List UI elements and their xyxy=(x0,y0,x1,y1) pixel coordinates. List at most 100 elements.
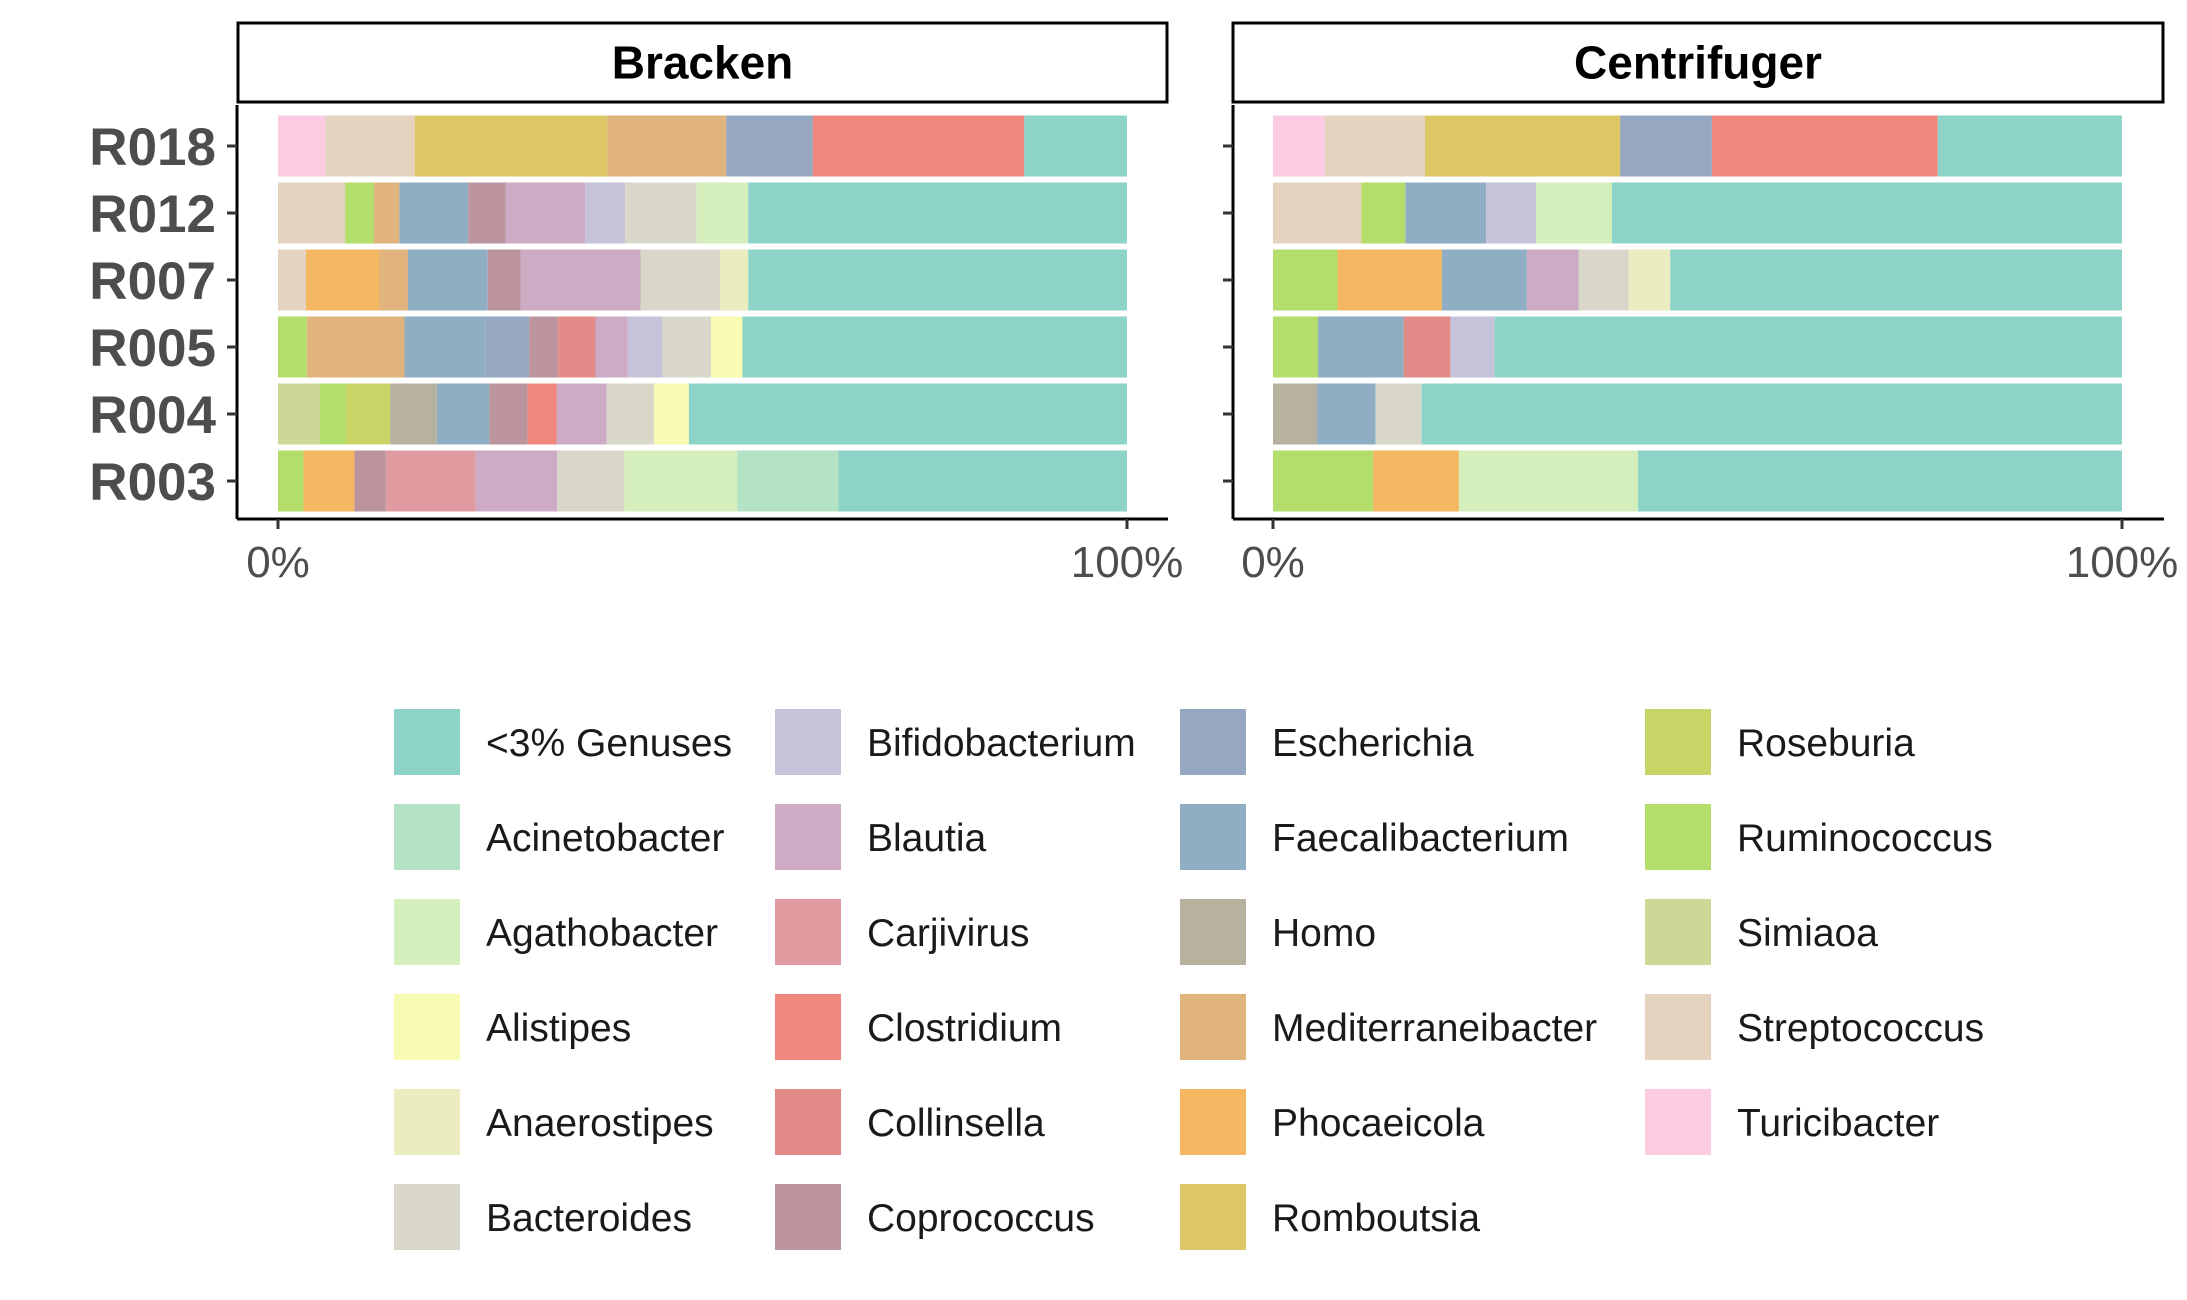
legend-key-romboutsia xyxy=(1180,1184,1246,1250)
bar-segment-centrifuger-r018-turicibacter xyxy=(1273,115,1325,177)
bar-segment-bracken-r018-escherichia xyxy=(726,115,813,177)
legend-label-bacteroides: Bacteroides xyxy=(486,1197,692,1240)
bar-segment-centrifuger-r004-homo xyxy=(1273,383,1318,445)
bar-segment-centrifuger-r005-3-genuses xyxy=(1494,316,2122,378)
legend-label-clostridium: Clostridium xyxy=(867,1007,1062,1050)
bar-segment-bracken-r004-alistipes xyxy=(654,383,689,445)
bar-segment-bracken-r003-blautia xyxy=(475,450,558,512)
bar-segment-bracken-r005-alistipes xyxy=(711,316,743,378)
facet-strip-centrifuger xyxy=(1231,21,2165,104)
bar-segment-bracken-r004-bacteroides xyxy=(606,383,655,445)
bar-segment-bracken-r012-bacteroides xyxy=(625,182,697,244)
x-tick-label-centrifuger-0: 0% xyxy=(1241,538,1305,587)
facet-label-bracken: Bracken xyxy=(612,37,794,89)
legend-key-streptococcus xyxy=(1645,994,1711,1060)
bar-segment-centrifuger-r005-ruminococcus xyxy=(1273,316,1318,378)
x-tick-label-bracken-0: 0% xyxy=(246,538,310,587)
bar-segment-bracken-r005-faecalibacterium xyxy=(404,316,486,378)
bar-segment-centrifuger-r003-agathobacter xyxy=(1458,450,1638,512)
bar-segment-bracken-r007-blautia xyxy=(520,249,641,311)
bar-segment-centrifuger-r007-faecalibacterium xyxy=(1442,249,1527,311)
bar-segment-bracken-r004-faecalibacterium xyxy=(436,383,490,445)
legend-label-carjivirus: Carjivirus xyxy=(867,912,1030,955)
bar-segment-centrifuger-r004-faecalibacterium xyxy=(1317,383,1376,445)
legend-key-clostridium xyxy=(775,994,841,1060)
legend-key-blautia xyxy=(775,804,841,870)
bar-segment-bracken-r005-bacteroides xyxy=(662,316,711,378)
bar-segment-centrifuger-r007-ruminococcus xyxy=(1273,249,1338,311)
bar-segment-bracken-r018-clostridium xyxy=(812,115,1025,177)
bar-segment-centrifuger-r012-faecalibacterium xyxy=(1405,182,1487,244)
bar-segment-centrifuger-r004-3-genuses xyxy=(1421,383,2122,445)
legend-key-mediterraneibacter xyxy=(1180,994,1246,1060)
bar-segment-centrifuger-r005-collinsella xyxy=(1403,316,1451,378)
bar-segment-centrifuger-r018-streptococcus xyxy=(1324,115,1425,177)
bar-segment-bracken-r005-collinsella xyxy=(558,316,596,378)
legend-label-turicibacter: Turicibacter xyxy=(1737,1102,1939,1145)
bar-segment-bracken-r005-blautia xyxy=(595,316,628,378)
bar-segment-bracken-r012-coprococcus xyxy=(468,182,506,244)
bar-segment-bracken-r007-3-genuses xyxy=(748,249,1127,311)
legend-key-agathobacter xyxy=(394,899,460,965)
bar-segment-bracken-r005-coprococcus xyxy=(529,316,559,378)
bar-segment-centrifuger-r018-escherichia xyxy=(1620,115,1712,177)
legend-label-homo: Homo xyxy=(1272,912,1376,955)
legend-label-3-genuses: <3% Genuses xyxy=(486,722,732,765)
legend-label-simiaoa: Simiaoa xyxy=(1737,912,1878,955)
y-tick-label-r012: R012 xyxy=(89,185,216,244)
bar-segment-bracken-r003-acinetobacter xyxy=(737,450,839,512)
bar-segment-bracken-r005-mediterraneibacter xyxy=(306,316,405,378)
legend-label-phocaeicola: Phocaeicola xyxy=(1272,1102,1485,1145)
legend-key-bifidobacterium xyxy=(775,709,841,775)
bar-segment-bracken-r007-coprococcus xyxy=(487,249,521,311)
legend-key-collinsella xyxy=(775,1089,841,1155)
bar-segment-centrifuger-r003-phocaeicola xyxy=(1373,450,1459,512)
legend-key-phocaeicola xyxy=(1180,1089,1246,1155)
bar-segment-centrifuger-r007-3-genuses xyxy=(1670,249,2122,311)
legend-key-faecalibacterium xyxy=(1180,804,1246,870)
legend-label-agathobacter: Agathobacter xyxy=(486,912,718,955)
bar-segment-centrifuger-r018-romboutsia xyxy=(1425,115,1621,177)
facet-strip-bracken xyxy=(236,21,1169,104)
bar-segment-bracken-r012-agathobacter xyxy=(696,182,749,244)
bar-segment-bracken-r004-3-genuses xyxy=(688,383,1127,445)
bar-segment-bracken-r007-mediterraneibacter xyxy=(379,249,408,311)
bar-segment-centrifuger-r018-clostridium xyxy=(1711,115,1938,177)
bar-segment-bracken-r007-faecalibacterium xyxy=(407,249,488,311)
bar-segment-bracken-r004-roseburia xyxy=(345,383,390,445)
bar-segment-centrifuger-r004-bacteroides xyxy=(1375,383,1422,445)
legend-key-escherichia xyxy=(1180,709,1246,775)
bar-segment-bracken-r018-romboutsia xyxy=(414,115,608,177)
x-tick-label-bracken-1: 100% xyxy=(1071,538,1184,587)
bar-segment-centrifuger-r005-faecalibacterium xyxy=(1318,316,1404,378)
legend-label-collinsella: Collinsella xyxy=(867,1102,1045,1145)
y-tick-label-r005: R005 xyxy=(89,319,216,378)
legend-label-coprococcus: Coprococcus xyxy=(867,1197,1095,1240)
x-tick-label-centrifuger-1: 100% xyxy=(2066,538,2179,587)
bar-segment-bracken-r012-mediterraneibacter xyxy=(373,182,400,244)
bar-segment-bracken-r018-mediterraneibacter xyxy=(607,115,727,177)
bar-segment-centrifuger-r007-bacteroides xyxy=(1578,249,1629,311)
legend-label-romboutsia: Romboutsia xyxy=(1272,1197,1480,1240)
bar-segment-bracken-r003-bacteroides xyxy=(557,450,625,512)
bar-segment-bracken-r004-homo xyxy=(390,383,437,445)
legend-key-turicibacter xyxy=(1645,1089,1711,1155)
bar-segment-bracken-r018-turicibacter xyxy=(278,115,326,177)
y-tick-label-r007: R007 xyxy=(89,252,216,311)
bar-segment-bracken-r012-blautia xyxy=(505,182,586,244)
bar-segment-bracken-r007-streptococcus xyxy=(278,249,306,311)
legend-label-mediterraneibacter: Mediterraneibacter xyxy=(1272,1007,1597,1050)
bar-segment-bracken-r018-streptococcus xyxy=(325,115,415,177)
bar-segment-bracken-r003-3-genuses xyxy=(838,450,1127,512)
y-tick-label-r004: R004 xyxy=(89,386,216,445)
legend-label-blautia: Blautia xyxy=(867,817,987,860)
bar-segment-bracken-r005-escherichia xyxy=(485,316,530,378)
bar-segment-bracken-r007-phocaeicola xyxy=(306,249,379,311)
legend-key-3-genuses xyxy=(394,709,460,775)
bar-segment-centrifuger-r012-ruminococcus xyxy=(1361,182,1406,244)
bar-segment-bracken-r004-simiaoa xyxy=(278,383,321,445)
legend-key-anaerostipes xyxy=(394,1089,460,1155)
bar-segment-centrifuger-r012-streptococcus xyxy=(1273,182,1362,244)
